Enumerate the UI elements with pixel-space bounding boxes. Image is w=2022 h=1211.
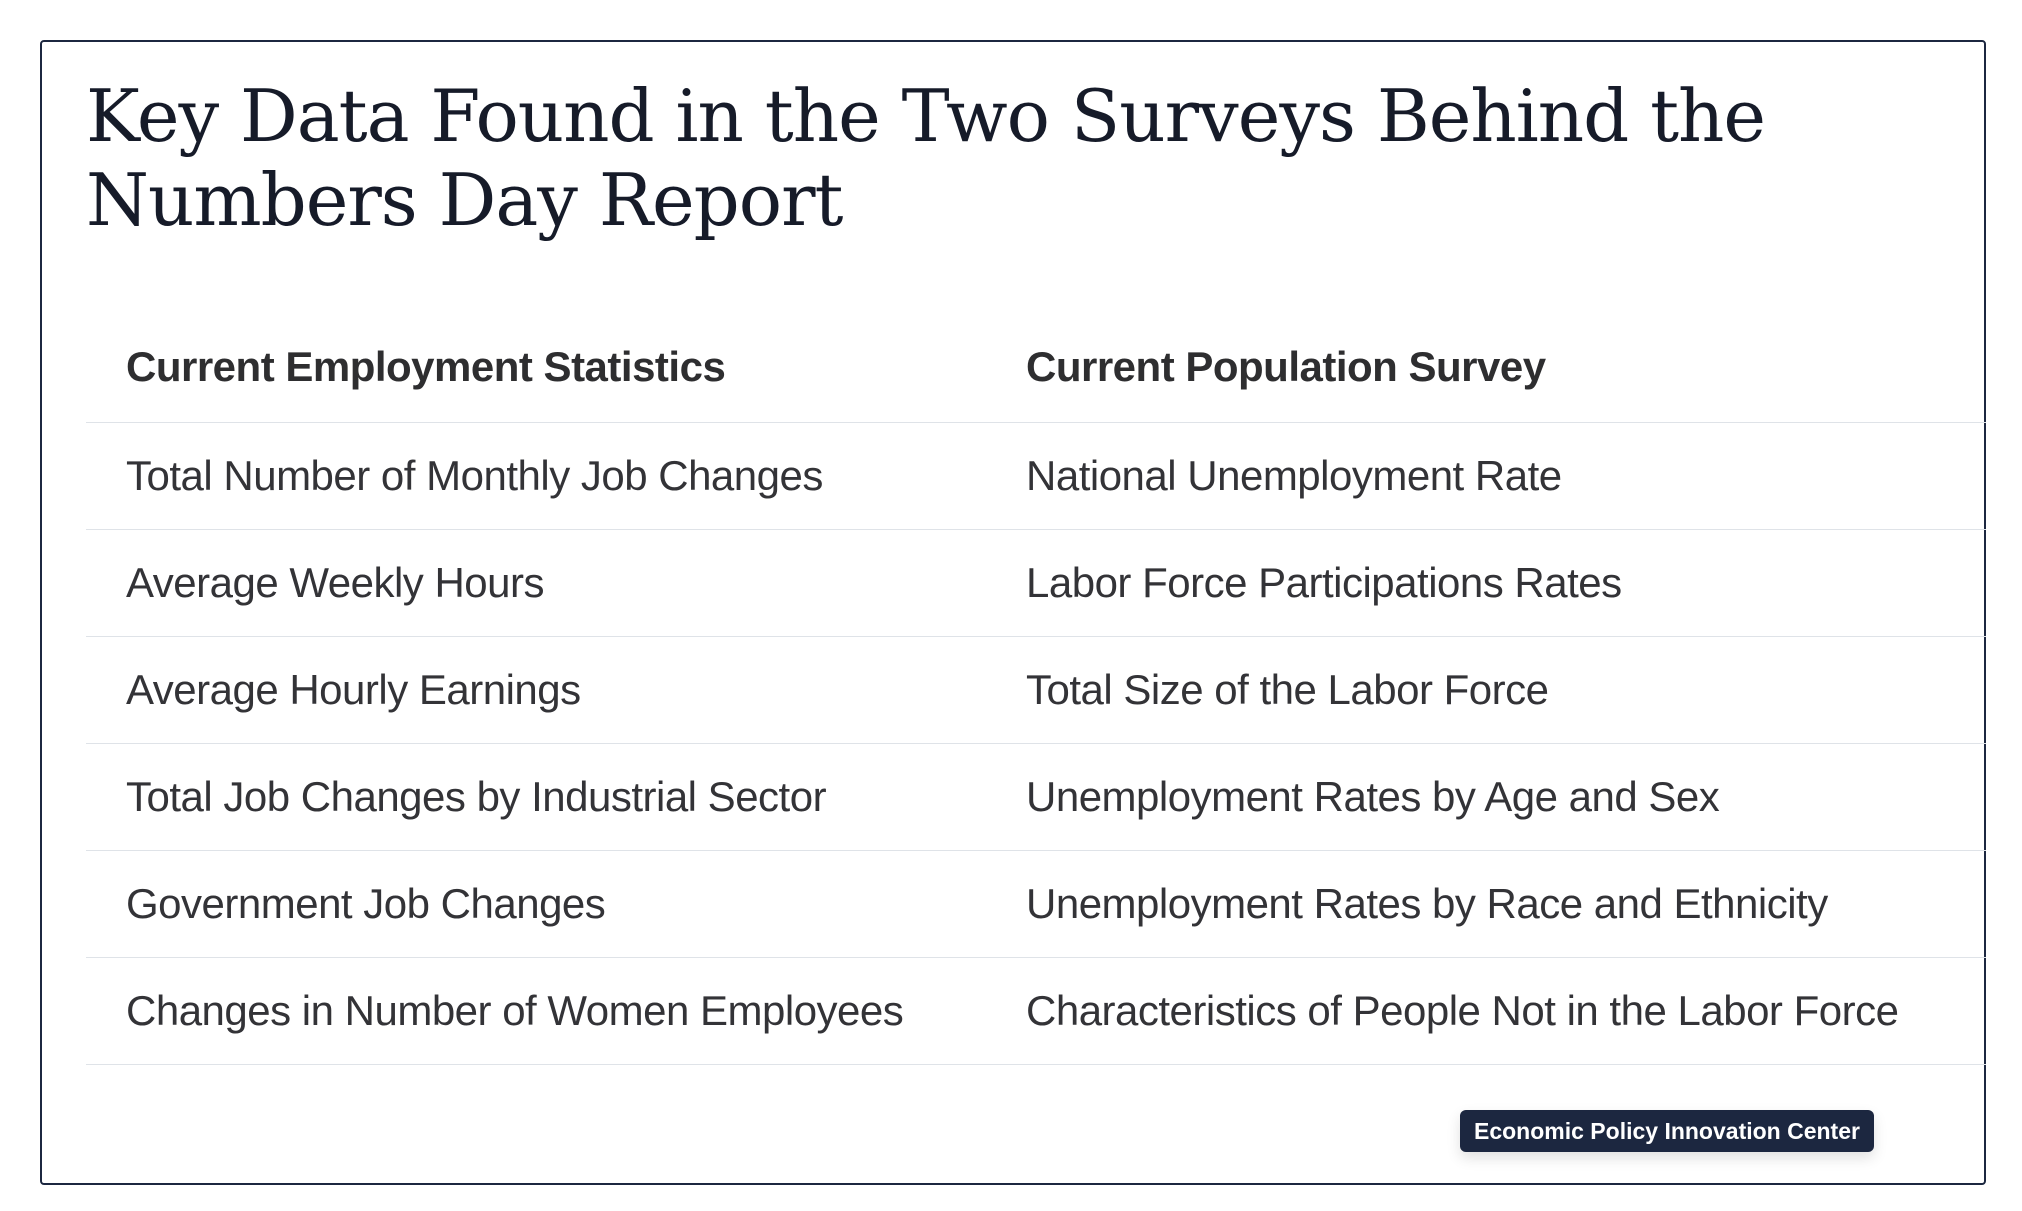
table-cell: Average Weekly Hours bbox=[86, 529, 986, 637]
table-row: Average Weekly Hours Labor Force Partici… bbox=[86, 529, 1986, 637]
table-cell: Government Job Changes bbox=[86, 850, 986, 958]
column-header-cps: Current Population Survey bbox=[986, 312, 1986, 423]
table-cell: National Unemployment Rate bbox=[986, 422, 1986, 530]
table-row: Average Hourly Earnings Total Size of th… bbox=[86, 636, 1986, 744]
table-row: Total Job Changes by Industrial Sector U… bbox=[86, 743, 1986, 851]
source-badge: Economic Policy Innovation Center bbox=[1460, 1110, 1874, 1152]
table-cell: Characteristics of People Not in the Lab… bbox=[986, 957, 1986, 1065]
report-card: Key Data Found in the Two Surveys Behind… bbox=[40, 40, 1986, 1185]
table-cell: Unemployment Rates by Race and Ethnicity bbox=[986, 850, 1986, 958]
table-row: Total Number of Monthly Job Changes Nati… bbox=[86, 422, 1986, 530]
surveys-table: Current Employment Statistics Current Po… bbox=[86, 312, 1986, 1065]
table-cell: Changes in Number of Women Employees bbox=[86, 957, 986, 1065]
table-cell: Total Number of Monthly Job Changes bbox=[86, 422, 986, 530]
page-title: Key Data Found in the Two Surveys Behind… bbox=[86, 74, 1766, 242]
table-row: Changes in Number of Women Employees Cha… bbox=[86, 957, 1986, 1065]
table-cell: Average Hourly Earnings bbox=[86, 636, 986, 744]
table-cell: Total Size of the Labor Force bbox=[986, 636, 1986, 744]
table-cell: Unemployment Rates by Age and Sex bbox=[986, 743, 1986, 851]
column-header-ces: Current Employment Statistics bbox=[86, 312, 986, 423]
table-header-row: Current Employment Statistics Current Po… bbox=[86, 312, 1986, 423]
table-row: Government Job Changes Unemployment Rate… bbox=[86, 850, 1986, 958]
table-cell: Labor Force Participations Rates bbox=[986, 529, 1986, 637]
table-cell: Total Job Changes by Industrial Sector bbox=[86, 743, 986, 851]
